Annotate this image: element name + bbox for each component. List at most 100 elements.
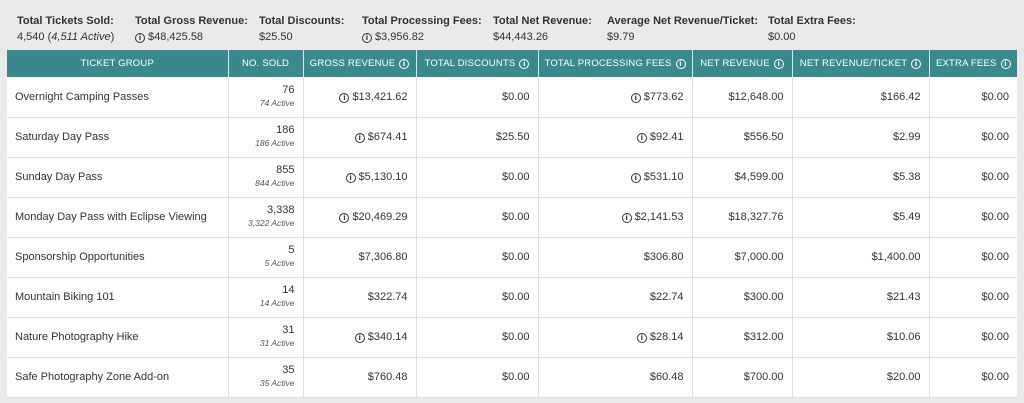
total-discounts-cell: $0.00	[416, 277, 539, 318]
stat-value: $9.79	[607, 31, 635, 43]
net-revenue-cell-value: $700.00	[743, 371, 784, 383]
table-row: Nature Photography Hike 31 31 Active i $340.…	[7, 317, 1017, 358]
processing-fees-cell: $60.48	[538, 357, 693, 398]
total-discounts-cell-value: $0.00	[501, 90, 530, 103]
stat-total-tickets: Total Tickets Sold: 4,540 (4,511 Active)	[17, 13, 114, 45]
column-header-gross-revenue[interactable]: GROSS REVENUE i	[303, 50, 417, 77]
extra-fees-cell-value: $0.00	[981, 371, 1009, 383]
net-revenue-cell: $18,327.76	[692, 197, 793, 238]
ticket-group-cell-value: Overnight Camping Passes	[15, 90, 149, 103]
column-header-total-discounts[interactable]: TOTAL DISCOUNTS i	[416, 50, 539, 77]
gross-revenue-cell-value: $340.14	[367, 331, 408, 343]
total-discounts-cell-value: $0.00	[501, 291, 530, 303]
info-icon[interactable]: i	[630, 92, 641, 103]
column-header-net-revenue[interactable]: NET REVENUE i	[692, 50, 793, 77]
extra-fees-cell-value: $0.00	[981, 90, 1009, 103]
active-count: 844 Active	[255, 178, 295, 188]
stat-number: 4,540	[17, 31, 45, 43]
extra-fees-cell: $0.00	[929, 277, 1017, 318]
table-body: Overnight Camping Passes 76 74 Active i $13,…	[7, 77, 1017, 398]
column-header-label: EXTRA FEES	[935, 58, 997, 69]
sold-count: 186	[276, 124, 295, 136]
total-discounts-cell-value: $0.00	[501, 251, 530, 263]
active-count: 186 Active	[255, 138, 295, 148]
summary-bar: Total Tickets Sold: 4,540 (4,511 Active)…	[0, 0, 1024, 50]
info-icon[interactable]: i	[911, 59, 922, 69]
net-revenue-per-ticket-cell-value: $5.38	[892, 171, 921, 183]
info-icon[interactable]: i	[354, 133, 365, 143]
info-icon[interactable]: i	[339, 92, 350, 103]
sold-cell: 31 31 Active	[228, 317, 304, 358]
processing-fees-cell-value: $2,141.53	[634, 211, 684, 223]
active-count: 35 Active	[259, 378, 295, 388]
info-icon[interactable]: i	[339, 213, 350, 223]
total-discounts-cell: $25.50	[416, 117, 539, 158]
net-revenue-per-ticket-cell-value: $20.00	[886, 371, 921, 383]
info-icon[interactable]: i	[621, 213, 632, 223]
sold-cell: 76 74 Active	[228, 77, 304, 118]
sold-count: 855	[276, 164, 295, 176]
net-revenue-cell-value: $300.00	[743, 291, 784, 303]
info-icon[interactable]: i	[773, 59, 784, 69]
net-revenue-cell: $700.00	[692, 357, 793, 398]
extra-fees-cell-value: $0.00	[981, 331, 1009, 343]
info-icon[interactable]: i	[135, 33, 145, 43]
column-header-extra-fees[interactable]: EXTRA FEES i	[929, 50, 1017, 77]
info-icon[interactable]: i	[636, 333, 647, 343]
table-row: Mountain Biking 101 14 14 Active $322.74 $0.…	[7, 277, 1017, 318]
ticket-group-cell-value: Monday Day Pass with Eclipse Viewing	[15, 211, 207, 223]
info-icon[interactable]: i	[399, 59, 410, 69]
active-count: 31 Active	[259, 338, 295, 348]
extra-fees-cell: $0.00	[929, 197, 1017, 238]
net-revenue-per-ticket-cell-value: $5.49	[892, 211, 921, 223]
sold-count: 76	[282, 83, 295, 96]
column-header-net-revenue-ticket[interactable]: NET REVENUE/TICKET i	[792, 50, 930, 77]
net-revenue-cell: $300.00	[692, 277, 793, 318]
stat-label: Average Net Revenue/Ticket:	[607, 15, 759, 27]
processing-fees-cell-value: $22.74	[649, 291, 684, 303]
stat-gross-revenue: Total Gross Revenue: i $48,425.58	[135, 13, 248, 45]
info-icon[interactable]: i	[675, 59, 686, 69]
column-header-ticket-group[interactable]: TICKET GROUP	[7, 50, 229, 77]
column-header-total-processing-fees[interactable]: TOTAL PROCESSING FEES i	[538, 50, 693, 77]
sold-count: 35	[282, 364, 295, 376]
info-icon[interactable]: i	[345, 173, 356, 183]
net-revenue-cell: $12,648.00	[692, 77, 793, 118]
processing-fees-cell: i $531.10	[538, 157, 693, 198]
ticket-sales-table-container: TICKET GROUP NO. SOLD GROSS REVENUE i TOTAL …	[7, 50, 1017, 398]
ticket-group-cell-value: Saturday Day Pass	[15, 131, 110, 143]
info-icon[interactable]: i	[630, 173, 641, 183]
ticket-group-cell: Mountain Biking 101	[7, 277, 229, 318]
net-revenue-cell-value: $4,599.00	[734, 171, 784, 183]
ticket-group-cell-value: Safe Photography Zone Add-on	[15, 371, 170, 383]
stat-total-discounts: Total Discounts: $25.50	[259, 13, 344, 45]
net-revenue-per-ticket-cell: $166.42	[792, 77, 930, 118]
info-icon[interactable]: i	[362, 33, 372, 43]
processing-fees-cell: i $2,141.53	[538, 197, 693, 238]
total-discounts-cell-value: $0.00	[501, 331, 530, 343]
info-icon[interactable]: i	[354, 333, 365, 343]
info-icon[interactable]: i	[1000, 59, 1011, 69]
info-icon[interactable]: i	[636, 133, 647, 143]
stat-label: Total Processing Fees:	[362, 15, 482, 27]
column-header-label: NET REVENUE/TICKET	[799, 58, 908, 69]
extra-fees-cell: $0.00	[929, 237, 1017, 278]
net-revenue-per-ticket-cell-value: $1,400.00	[871, 251, 921, 263]
processing-fees-cell-value: $773.62	[643, 90, 684, 103]
processing-fees-cell-value: $92.41	[649, 131, 684, 143]
sold-cell: 5 5 Active	[228, 237, 304, 278]
total-discounts-cell: $0.00	[416, 237, 539, 278]
gross-revenue-cell-value: $674.41	[367, 131, 408, 143]
processing-fees-cell: $22.74	[538, 277, 693, 318]
column-header-no-sold[interactable]: NO. SOLD	[228, 50, 304, 77]
info-icon[interactable]: i	[519, 59, 530, 69]
stat-processing-fees: Total Processing Fees: i $3,956.82	[362, 13, 482, 45]
gross-revenue-cell-value: $20,469.29	[352, 211, 408, 223]
stat-number: $48,425.58	[148, 31, 204, 43]
extra-fees-cell-value: $0.00	[981, 211, 1009, 223]
net-revenue-cell-value: $556.50	[743, 131, 784, 143]
stat-value: i $48,425.58	[135, 29, 248, 45]
processing-fees-cell: i $92.41	[538, 117, 693, 158]
total-discounts-cell: $0.00	[416, 357, 539, 398]
net-revenue-per-ticket-cell-value: $10.06	[886, 331, 921, 343]
